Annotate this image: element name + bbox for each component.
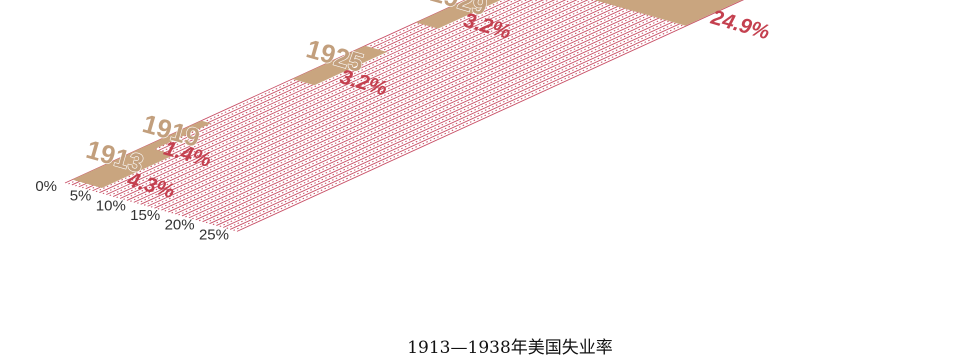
grid-line-minor: [130, 0, 572, 202]
grid-lines: [64, 0, 745, 232]
grid-line-minor: [123, 0, 561, 200]
grid-line-minor: [102, 0, 528, 195]
grid-line: [236, 0, 745, 232]
axis-tick-label: 0%: [35, 178, 57, 195]
grid-line-minor: [164, 0, 628, 212]
grid-line: [112, 0, 545, 197]
grid-line: [133, 0, 578, 203]
axis-tick-label: 15%: [130, 207, 160, 224]
grid-line-minor: [143, 0, 595, 206]
grid-line-minor: [212, 0, 706, 226]
grid-line: [106, 0, 533, 196]
grid-line: [140, 0, 589, 205]
bar: [292, 45, 388, 86]
grid-line: [223, 0, 722, 228]
grid-line-minor: [219, 0, 717, 228]
grid-line: [168, 0, 633, 213]
grid-line-minor: [95, 0, 517, 193]
grid-line-minor: [137, 0, 584, 204]
grid-line-minor: [185, 0, 661, 218]
grid-line-minor: [109, 0, 539, 197]
grid-line: [92, 0, 511, 192]
axis-tick-label: 20%: [165, 217, 195, 234]
grid-line: [195, 0, 678, 221]
grid-line: [99, 0, 522, 194]
grid-line: [161, 0, 622, 211]
bar: [128, 120, 212, 157]
grid-line-minor: [88, 0, 506, 191]
grid-line-minor: [233, 0, 739, 231]
value-label: 24.9%: [708, 6, 773, 45]
grid-line: [188, 0, 667, 219]
grid-line: [147, 0, 600, 207]
grid-line: [126, 0, 567, 201]
grid-line: [209, 0, 700, 225]
grid-line-minor: [226, 0, 728, 229]
chart-title: 1913—1938年美国失业率: [407, 338, 613, 356]
bar: [594, 0, 742, 26]
grid-line-minor: [81, 0, 495, 189]
grid-line-minor: [116, 0, 550, 198]
grid-line-minor: [150, 0, 606, 208]
grid-line: [119, 0, 556, 199]
grid-line: [181, 0, 656, 217]
grid-line-minor: [75, 0, 484, 187]
axis-tick-label: 10%: [96, 197, 126, 214]
grid-line: [229, 0, 733, 230]
grid-line: [154, 0, 611, 209]
grid-line: [174, 0, 645, 215]
grid-line-minor: [192, 0, 672, 220]
axis-tick-label: 25%: [199, 226, 229, 243]
value-label: 1.4%: [161, 137, 214, 172]
grid-line-minor: [171, 0, 639, 214]
grid-line-minor: [157, 0, 617, 210]
axis-tick-label: 5%: [70, 188, 92, 205]
bar: [416, 0, 501, 29]
labels: 0%5%10%15%20%25%19134.3%19191.4%19253.2%…: [35, 0, 773, 243]
grid-line-minor: [178, 0, 650, 216]
grid-line: [216, 0, 711, 227]
bars: [72, 0, 742, 188]
bar: [72, 146, 175, 188]
grid-line-minor: [205, 0, 695, 224]
grid-line-minor: [198, 0, 684, 222]
grid-line: [202, 0, 689, 223]
